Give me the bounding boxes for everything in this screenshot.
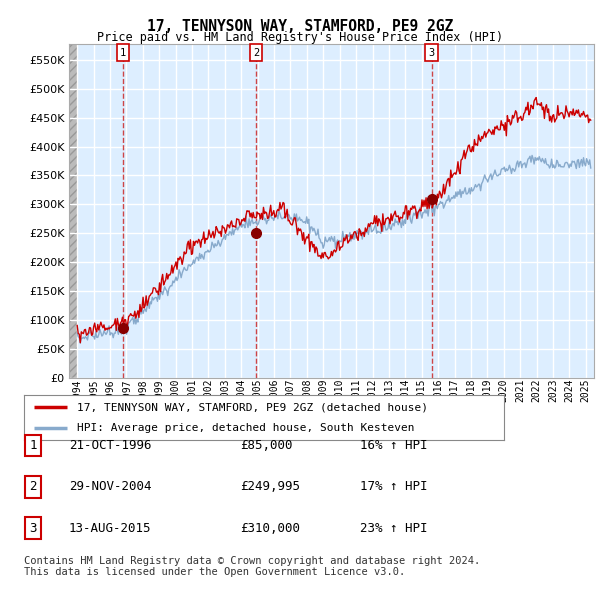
Text: HPI: Average price, detached house, South Kesteven: HPI: Average price, detached house, Sout… — [77, 422, 415, 432]
Text: 13-AUG-2015: 13-AUG-2015 — [69, 522, 151, 535]
Text: £310,000: £310,000 — [240, 522, 300, 535]
Text: £249,995: £249,995 — [240, 480, 300, 493]
Text: 29-NOV-2004: 29-NOV-2004 — [69, 480, 151, 493]
Text: 17% ↑ HPI: 17% ↑ HPI — [360, 480, 427, 493]
Text: 17, TENNYSON WAY, STAMFORD, PE9 2GZ (detached house): 17, TENNYSON WAY, STAMFORD, PE9 2GZ (det… — [77, 402, 428, 412]
Text: Price paid vs. HM Land Registry's House Price Index (HPI): Price paid vs. HM Land Registry's House … — [97, 31, 503, 44]
Text: £85,000: £85,000 — [240, 439, 293, 452]
Text: 23% ↑ HPI: 23% ↑ HPI — [360, 522, 427, 535]
Text: 17, TENNYSON WAY, STAMFORD, PE9 2GZ: 17, TENNYSON WAY, STAMFORD, PE9 2GZ — [147, 19, 453, 34]
Text: 16% ↑ HPI: 16% ↑ HPI — [360, 439, 427, 452]
Text: 3: 3 — [29, 522, 37, 535]
Text: 2: 2 — [29, 480, 37, 493]
Bar — [69, 44, 77, 378]
Text: 21-OCT-1996: 21-OCT-1996 — [69, 439, 151, 452]
Text: 1: 1 — [29, 439, 37, 452]
Text: 3: 3 — [428, 48, 435, 58]
Text: Contains HM Land Registry data © Crown copyright and database right 2024.
This d: Contains HM Land Registry data © Crown c… — [24, 556, 480, 578]
Text: 1: 1 — [120, 48, 126, 58]
Text: 2: 2 — [253, 48, 259, 58]
